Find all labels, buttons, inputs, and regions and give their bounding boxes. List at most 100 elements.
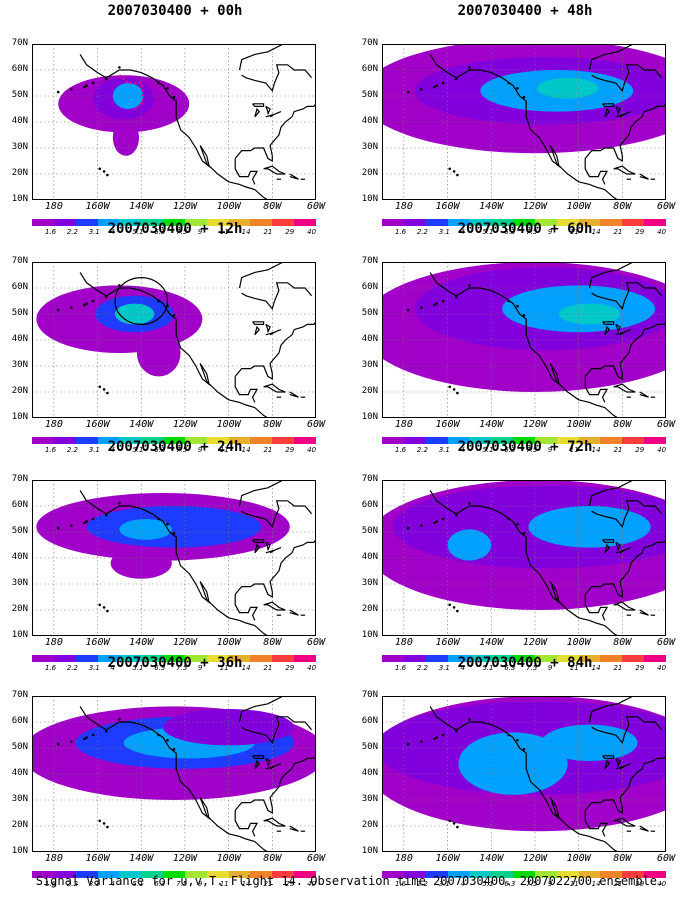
coastline — [238, 262, 284, 289]
lon-tick-label: 120W — [172, 201, 197, 212]
island — [441, 733, 445, 737]
lon-tick-label: 60W — [306, 853, 326, 864]
colorbar-swatch — [534, 655, 557, 662]
colorbar-labels: 1.6 2.2 3.1 4 5.1 6.3 7.5 9 11 14 21 29 40 — [32, 880, 316, 890]
lon-tick-label: 120W — [522, 637, 547, 648]
lon-tick-label: 140W — [479, 201, 504, 212]
lat-tick-label: 60N — [361, 716, 378, 726]
colorbar-swatch — [32, 437, 54, 444]
lat-tick-label: 10N — [11, 194, 28, 204]
colorbar-swatch — [622, 871, 645, 878]
colorbar-label: 4 — [460, 228, 465, 236]
colorbar-swatch — [119, 655, 142, 662]
colorbar-label: 3.1 — [438, 446, 450, 454]
lon-tick-label: 100W — [216, 201, 241, 212]
island — [441, 517, 445, 521]
forecast-panel: 2007030400 + 60h 70N 60N 50N 40N 30N 20N 10N 180… — [350, 221, 680, 455]
figure-caption: Signal Variance for u,v,T. Flight 14. Ob… — [35, 874, 665, 888]
coastline — [604, 759, 610, 770]
coastline — [602, 321, 615, 325]
colorbar-label: 14 — [591, 446, 601, 454]
colorbar-swatch — [97, 437, 120, 444]
colorbar-swatch — [206, 437, 229, 444]
lat-tick-label: 50N — [361, 526, 378, 536]
lat-tick-label: 60N — [11, 282, 28, 292]
colorbar-label: 3.1 — [438, 880, 450, 888]
colorbar-swatch — [53, 655, 76, 662]
island — [406, 90, 410, 94]
colorbar-label: 2.2 — [416, 228, 428, 236]
coastline — [615, 765, 625, 770]
coastline — [615, 331, 625, 336]
island — [83, 85, 86, 89]
coastline — [588, 696, 634, 723]
colorbar-label: 1.6 — [45, 880, 57, 888]
colorbar-label: 1.6 — [395, 664, 407, 672]
colorbar-swatch — [97, 871, 120, 878]
colorbar-label: 9 — [197, 880, 203, 888]
coastline — [234, 810, 259, 837]
island — [172, 532, 176, 535]
lat-tick-label: 10N — [361, 194, 378, 204]
island — [433, 85, 436, 89]
lon-tick-label: 80W — [613, 201, 632, 212]
island — [70, 88, 73, 91]
island — [456, 609, 459, 613]
coastline — [429, 54, 628, 200]
coastline — [274, 329, 282, 333]
lat-tick-label: 40N — [11, 552, 28, 562]
colorbar-swatch — [425, 219, 448, 226]
coastline — [254, 325, 260, 336]
island — [98, 385, 102, 389]
island — [118, 718, 121, 721]
lon-tick-label: 180 — [394, 419, 413, 430]
colorbar-swatch — [75, 219, 98, 226]
panel-title: 2007030400 + 24h — [107, 439, 243, 455]
island — [118, 66, 121, 69]
lon-tick-label: 80W — [263, 419, 282, 430]
coastline — [79, 54, 278, 200]
colorbar-label: 4 — [110, 880, 115, 888]
lon-tick-label: 80W — [613, 637, 632, 648]
lon-tick-label: 180 — [44, 419, 63, 430]
island — [106, 173, 109, 177]
coastline — [238, 696, 284, 723]
coastline — [289, 609, 299, 616]
island — [435, 736, 438, 739]
island — [91, 517, 95, 521]
colorbar-label: 21 — [263, 446, 273, 454]
coastline — [615, 549, 625, 554]
island — [85, 84, 88, 87]
lon-tick-label: 140W — [479, 637, 504, 648]
colorbar-label: 14 — [591, 880, 601, 888]
colorbar-label: 7.5 — [526, 880, 538, 888]
colorbar-swatch — [425, 871, 448, 878]
colorbar-label: 7.5 — [176, 228, 188, 236]
variance-map — [382, 696, 666, 852]
colorbar-label: 2.2 — [66, 664, 78, 672]
island — [522, 532, 526, 535]
colorbar-label: 2.2 — [66, 446, 78, 454]
colorbar-label: 40 — [307, 228, 317, 236]
colorbar-label: 40 — [657, 446, 667, 454]
colorbar-swatch — [491, 437, 514, 444]
lat-tick-label: 10N — [361, 846, 378, 856]
island — [516, 522, 519, 526]
colorbar-label: 29 — [635, 446, 645, 454]
lon-tick-label: 140W — [479, 853, 504, 864]
island — [420, 88, 423, 91]
island — [166, 738, 169, 742]
island — [104, 295, 108, 299]
colorbar — [382, 219, 666, 226]
colorbar-swatch — [250, 219, 273, 226]
lon-tick-label: 160W — [435, 637, 460, 648]
variance-region — [110, 547, 172, 579]
colorbar-label: 4 — [110, 446, 115, 454]
colorbar-swatch — [184, 871, 207, 878]
coastline — [604, 107, 610, 118]
lat-tick-label: 50N — [11, 90, 28, 100]
colorbar-label: 4 — [110, 664, 115, 672]
coastline — [265, 331, 275, 336]
map-frame — [32, 480, 316, 636]
variance-region — [119, 519, 172, 540]
